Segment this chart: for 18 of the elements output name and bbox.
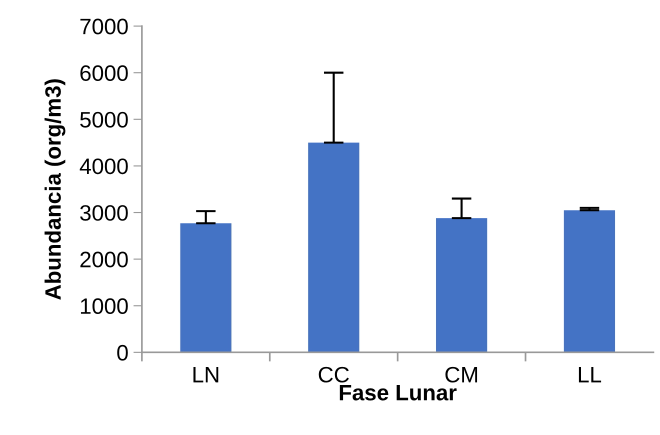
x-tick-label: LN <box>193 367 218 382</box>
y-axis-title: Abundancia (org/m3) <box>44 79 66 300</box>
x-tick-label: CM <box>445 366 478 383</box>
x-tick-label: CC <box>318 366 349 383</box>
y-tick-label: 7000 <box>80 18 128 34</box>
bar <box>308 142 360 352</box>
bar <box>180 223 232 352</box>
y-tick-label: 6000 <box>80 65 128 81</box>
bar <box>564 210 616 352</box>
y-tick-label: 2000 <box>80 252 128 268</box>
bar <box>436 218 488 352</box>
y-tick-label: 1000 <box>80 298 128 314</box>
y-tick-label: 5000 <box>80 112 128 128</box>
x-tick-label: LL <box>578 367 602 382</box>
y-tick-label: 3000 <box>80 205 128 221</box>
y-tick-label: 0 <box>117 344 128 361</box>
x-axis-title: Fase Lunar <box>340 384 457 400</box>
y-tick-label: 4000 <box>80 158 128 174</box>
